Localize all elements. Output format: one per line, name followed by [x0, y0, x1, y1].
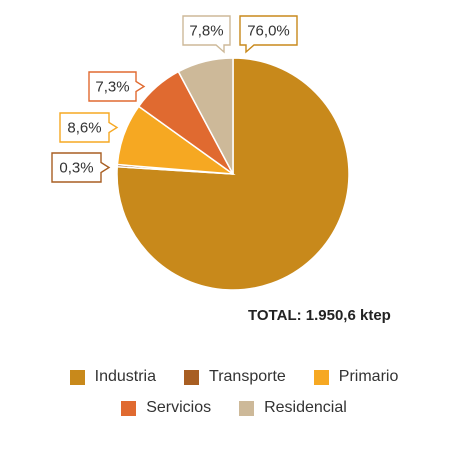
pie-slice-industria [116, 57, 350, 291]
legend-label-industria: Industria [94, 368, 157, 385]
legend-item-servicios: Servicios [121, 399, 211, 417]
callout-transporte: 0,3% [51, 152, 111, 183]
callout-primario: 8,6% [59, 112, 119, 143]
legend-swatch-transporte [184, 369, 200, 385]
legend-item-primario: Primario [313, 368, 399, 386]
legend-label-residencial: Residencial [264, 399, 347, 416]
legend-swatch-servicios [121, 400, 137, 416]
data-label-servicios: 7,3% [95, 79, 129, 96]
data-label-primario: 8,6% [67, 120, 101, 137]
legend-swatch-industria [69, 369, 85, 385]
legend-row-1: Industria Transporte Primario [0, 368, 468, 386]
pie-slice-residencial [177, 57, 234, 175]
data-label-transporte: 0,3% [59, 160, 93, 177]
legend-label-transporte: Transporte [209, 368, 286, 385]
legend-label-servicios: Servicios [146, 399, 212, 416]
callout-residencial: 7,8% [182, 15, 231, 54]
legend-swatch-primario [313, 369, 329, 385]
callout-industria: 76,0% [239, 15, 298, 54]
legend-row-2: Servicios Residencial [0, 399, 468, 417]
legend-item-transporte: Transporte [184, 368, 286, 386]
legend-item-residencial: Residencial [239, 399, 347, 417]
callout-box-industria [239, 15, 298, 54]
callout-box-transporte [51, 152, 111, 183]
callout-box-servicios [88, 71, 146, 102]
chart-total-label: TOTAL: 1.950,6 ktep [248, 307, 391, 324]
pie-slices [116, 57, 350, 291]
legend-swatch-residencial [239, 400, 255, 416]
callout-servicios: 7,3% [88, 71, 146, 102]
data-label-residencial: 7,8% [189, 23, 223, 40]
callout-box-residencial [182, 15, 231, 54]
legend-label-primario: Primario [338, 368, 399, 385]
legend-item-industria: Industria [69, 368, 157, 386]
data-label-industria: 76,0% [247, 23, 290, 40]
pie-callouts: 76,0% 0,3% 8,6% 7,3% 7,8% [51, 15, 298, 183]
callout-box-primario [59, 112, 119, 143]
